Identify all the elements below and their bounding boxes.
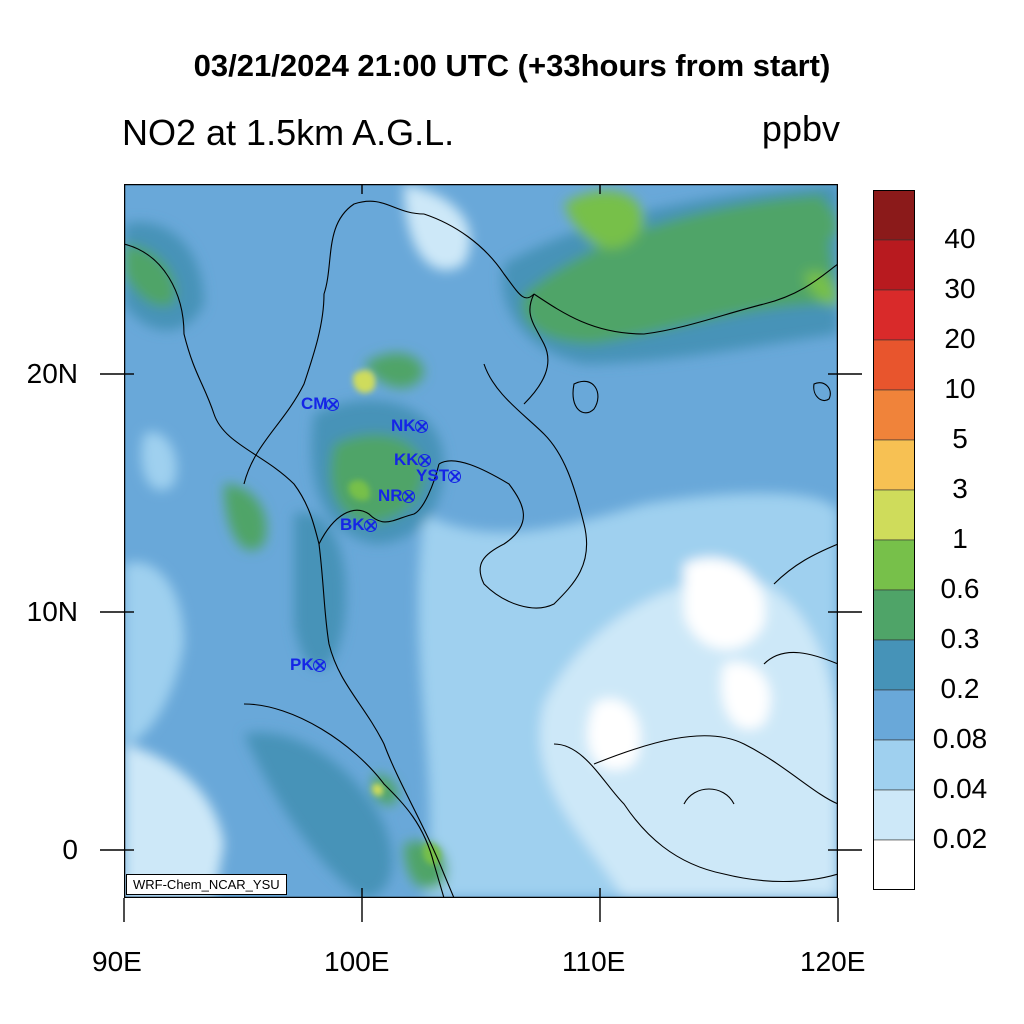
site-label: PK: [290, 655, 314, 674]
site-marker-kk: KK: [394, 450, 431, 470]
crosshair-icon: [417, 454, 431, 468]
colorbar-box: [873, 639, 915, 691]
colorbar-label: 3: [952, 473, 968, 504]
map-border: [123, 183, 839, 899]
site-marker-nk: NK: [391, 416, 428, 436]
crosshair-icon: [326, 398, 340, 412]
colorbar-box: [873, 239, 915, 291]
site-label: CM: [301, 394, 328, 413]
colorbar-box: [873, 839, 915, 890]
crosshair-icon: [448, 470, 462, 484]
colorbar-label: 20: [944, 323, 976, 354]
colorbar-label: 0.04: [932, 773, 988, 804]
colorbar-label: 10: [944, 373, 976, 404]
site-marker-yst: YST: [416, 466, 462, 486]
site-marker-cm: CM: [301, 394, 340, 414]
colorbar-label: 0.6: [940, 573, 980, 604]
site-label: KK: [394, 450, 419, 469]
colorbar-box: [873, 689, 915, 741]
colorbar-label: 0.02: [932, 823, 988, 854]
site-label: YST: [416, 466, 450, 485]
frame-ticks: [124, 184, 838, 898]
colorbar-label: 40: [944, 223, 976, 254]
crosshair-icon: [414, 420, 428, 434]
y-tick-10N: 10N: [26, 596, 78, 627]
concentration-field: [124, 184, 838, 898]
variable-title: NO2 at 1.5km A.G.L.: [122, 112, 455, 153]
colorbar-label: 0.2: [940, 673, 980, 704]
colorbar-box: [873, 439, 915, 491]
colorbar-box: [873, 589, 915, 641]
x-tick-90E: 90E: [92, 946, 142, 977]
colorbar-box: [873, 789, 915, 841]
x-tick-110E: 110E: [562, 946, 626, 977]
site-label: NR: [378, 486, 403, 505]
map-panel: [123, 183, 839, 899]
y-tick-20N: 20N: [26, 358, 78, 389]
colorbar-label: 0.08: [932, 723, 988, 754]
map-title: 03/21/2024 21:00 UTC (+33hours from star…: [193, 48, 831, 83]
coastlines-borders: [123, 200, 839, 899]
colorbar-box: [873, 190, 915, 241]
colorbar-box: [873, 289, 915, 341]
site-label: NK: [391, 416, 416, 435]
colorbar-box: [873, 489, 915, 541]
site-marker-pk: PK: [290, 655, 326, 675]
x-tick-120E: 120E: [800, 946, 866, 977]
crosshair-icon: [312, 659, 326, 673]
colorbar: [873, 190, 915, 890]
y-tick-0: 0: [62, 834, 78, 865]
no2-field-map: [123, 183, 839, 899]
site-label: BK: [340, 515, 365, 534]
colorbar-label: 30: [944, 273, 976, 304]
site-marker-bk: BK: [340, 515, 377, 535]
colorbar-label: 0.3: [940, 623, 980, 654]
crosshair-icon: [401, 490, 415, 504]
x-tick-100E: 100E: [324, 946, 390, 977]
colorbar-label: 1: [952, 523, 968, 554]
colorbar-label: 5: [952, 423, 968, 454]
crosshair-icon: [363, 519, 377, 533]
colorbar-box: [873, 389, 915, 441]
colorbar-box: [873, 739, 915, 791]
site-marker-nr: NR: [378, 486, 415, 506]
hotspots: [348, 369, 441, 865]
colorbar-box: [873, 539, 915, 591]
model-credit: WRF-Chem_NCAR_YSU: [126, 874, 287, 895]
units-label: ppbv: [761, 108, 840, 149]
colorbar-box: [873, 339, 915, 391]
